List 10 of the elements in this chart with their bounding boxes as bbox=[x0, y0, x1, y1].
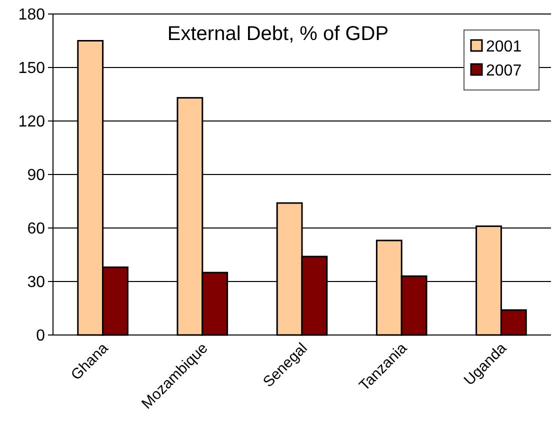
y-tick-label: 60 bbox=[27, 220, 46, 238]
y-tick-label: 120 bbox=[18, 114, 46, 131]
legend-label: 2001 bbox=[486, 38, 522, 56]
y-tick-label: 180 bbox=[18, 6, 46, 24]
chart-title: External Debt, % of GDP bbox=[167, 23, 389, 45]
y-tick-label: 0 bbox=[36, 328, 46, 345]
y-tick-label: 150 bbox=[18, 60, 46, 78]
legend-label: 2007 bbox=[486, 62, 522, 80]
y-tick-label: 90 bbox=[27, 167, 46, 184]
y-tick-label: 30 bbox=[27, 274, 46, 292]
